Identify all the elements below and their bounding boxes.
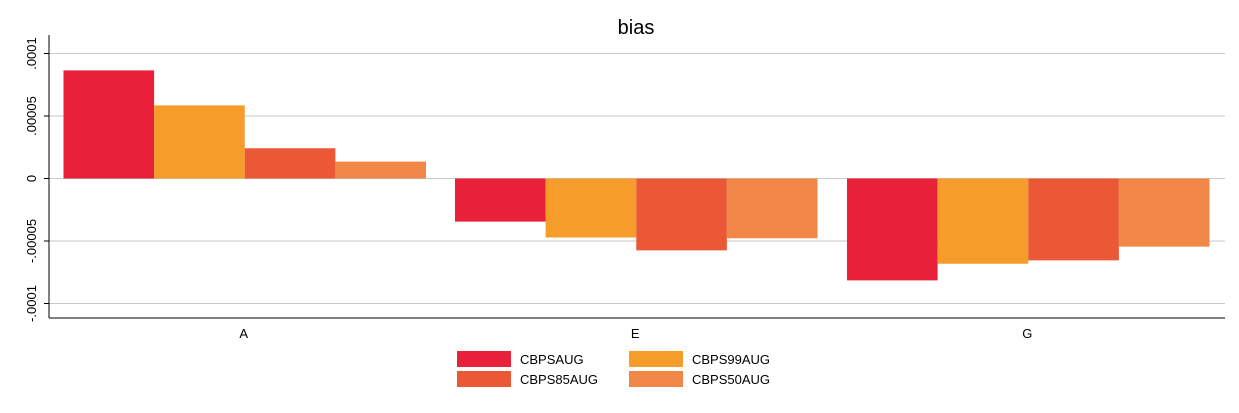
bar-cbps85aug-e bbox=[636, 178, 727, 251]
axes: .0001 .00005 0 -.00005 -.0001 A E G bbox=[24, 35, 1225, 341]
y-tick-label: -.00005 bbox=[24, 219, 39, 263]
legend-swatch-cbpsaug bbox=[457, 351, 511, 367]
bar-cbps99aug-g bbox=[937, 178, 1029, 264]
legend-swatch-cbps85aug bbox=[457, 371, 511, 387]
bar-cbps85aug-g bbox=[1028, 178, 1119, 261]
bars bbox=[63, 70, 1210, 281]
bar-cbpsaug-g bbox=[847, 178, 938, 281]
legend-label: CBPS99AUG bbox=[692, 352, 770, 367]
legend: CBPSAUG CBPS99AUG CBPS85AUG CBPS50AUG bbox=[457, 351, 770, 387]
x-tick-label: G bbox=[1022, 326, 1032, 341]
legend-swatch-cbps50aug bbox=[629, 371, 683, 387]
y-tick-label: 0 bbox=[24, 175, 39, 182]
y-tick-label: .00005 bbox=[24, 96, 39, 136]
bar-cbps85aug-a bbox=[244, 148, 336, 179]
bar-cbps50aug-a bbox=[335, 161, 426, 179]
bar-cbps50aug-e bbox=[726, 178, 818, 239]
legend-label: CBPS50AUG bbox=[692, 372, 770, 387]
x-tick-label: E bbox=[631, 326, 640, 341]
bar-cbps50aug-g bbox=[1118, 178, 1210, 247]
bar-cbps99aug-e bbox=[545, 178, 637, 238]
legend-label: CBPSAUG bbox=[520, 352, 584, 367]
chart-title: bias bbox=[618, 17, 655, 39]
bar-cbpsaug-a bbox=[63, 70, 155, 179]
bar-cbpsaug-e bbox=[455, 178, 546, 222]
x-tick-label: A bbox=[239, 326, 248, 341]
legend-label: CBPS85AUG bbox=[520, 372, 598, 387]
bar-cbps99aug-a bbox=[154, 105, 245, 179]
y-tick-label: .0001 bbox=[24, 37, 39, 70]
y-tick-label: -.0001 bbox=[24, 285, 39, 322]
legend-swatch-cbps99aug bbox=[629, 351, 683, 367]
